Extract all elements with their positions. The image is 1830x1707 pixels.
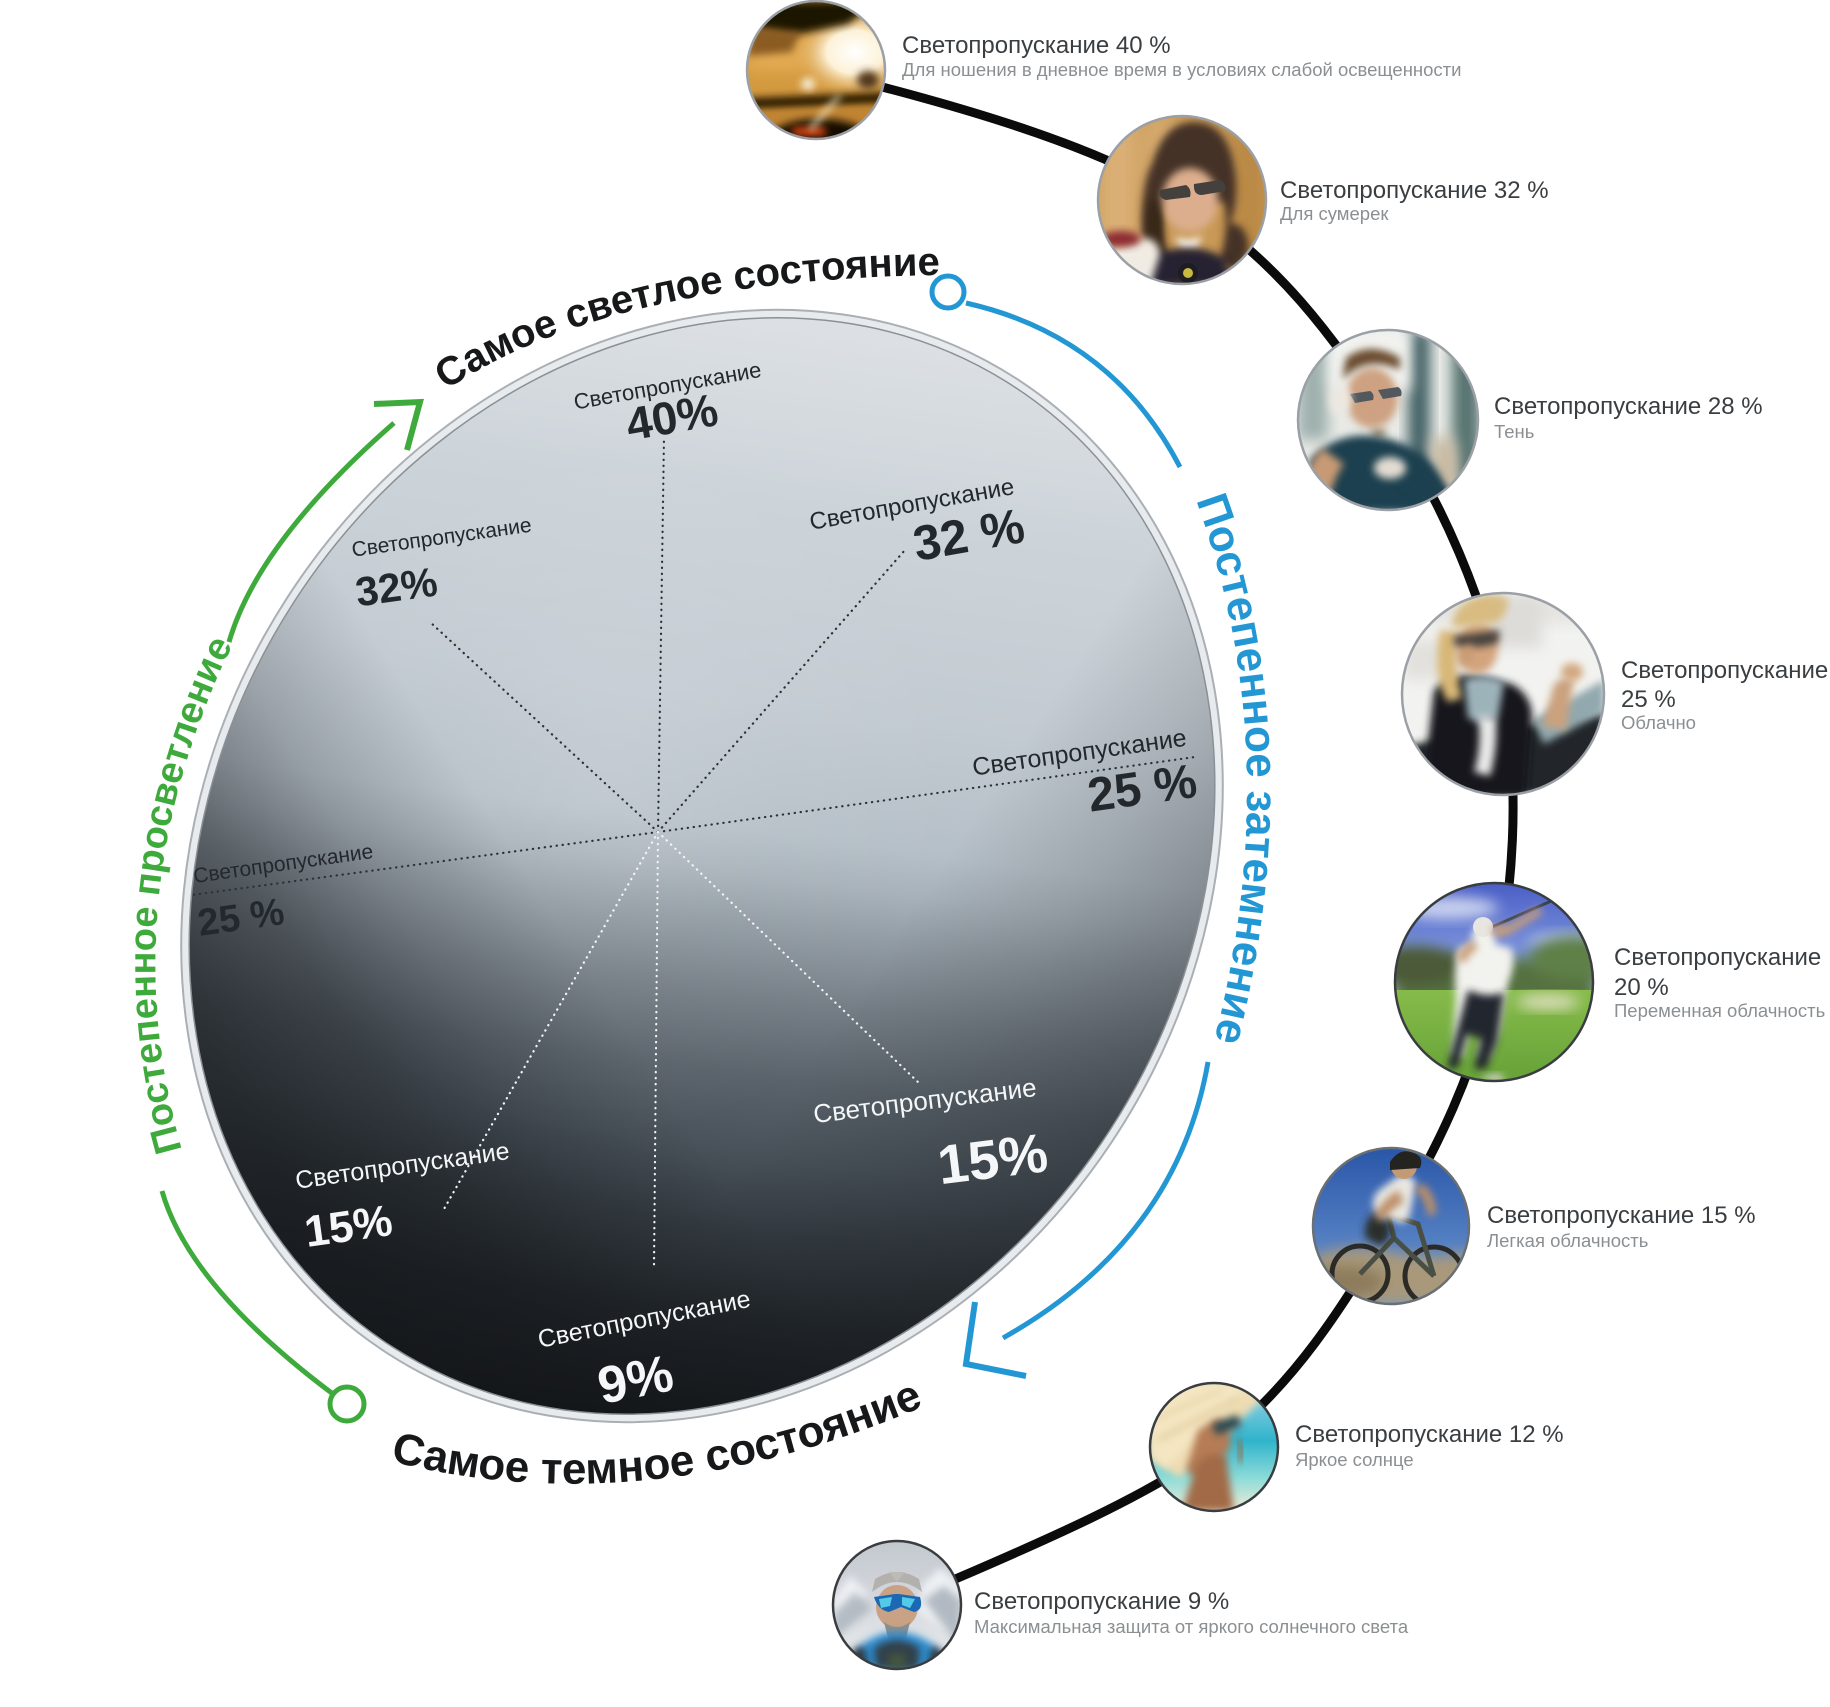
svg-text:Светопропускание 28 %: Светопропускание 28 % <box>1494 393 1763 420</box>
svg-text:Яркое солнце: Яркое солнце <box>1295 1449 1414 1470</box>
svg-text:Светопропускание: Светопропускание <box>1614 944 1821 971</box>
svg-text:Облачно: Облачно <box>1621 712 1696 733</box>
svg-text:Переменная облачность: Переменная облачность <box>1614 1000 1825 1021</box>
svg-text:15%: 15% <box>301 1196 395 1257</box>
svg-text:Для ношения в дневное время в: Для ношения в дневное время в условиях с… <box>902 59 1461 80</box>
svg-text:9%: 9% <box>593 1344 678 1415</box>
svg-text:Светопропускание 40 %: Светопропускание 40 % <box>902 32 1171 59</box>
svg-text:Легкая облачность: Легкая облачность <box>1487 1230 1648 1251</box>
svg-text:Светопропускание 15 %: Светопропускание 15 % <box>1487 1202 1756 1229</box>
svg-text:Тень: Тень <box>1494 421 1534 442</box>
svg-text:25 %: 25 % <box>1621 686 1676 713</box>
svg-text:Светопропускание 12 %: Светопропускание 12 % <box>1295 1421 1564 1448</box>
svg-text:15%: 15% <box>934 1121 1051 1196</box>
svg-text:Светопропускание 32 %: Светопропускание 32 % <box>1280 177 1549 204</box>
svg-text:Светопропускание: Светопропускание <box>1621 657 1828 684</box>
svg-text:32%: 32% <box>353 558 441 615</box>
svg-text:Светопропускание 9 %: Светопропускание 9 % <box>974 1588 1229 1615</box>
svg-text:Для сумерек: Для сумерек <box>1280 203 1389 224</box>
svg-text:Максимальная защита от яркого: Максимальная защита от яркого солнечного… <box>974 1616 1409 1637</box>
svg-text:20 %: 20 % <box>1614 974 1669 1001</box>
